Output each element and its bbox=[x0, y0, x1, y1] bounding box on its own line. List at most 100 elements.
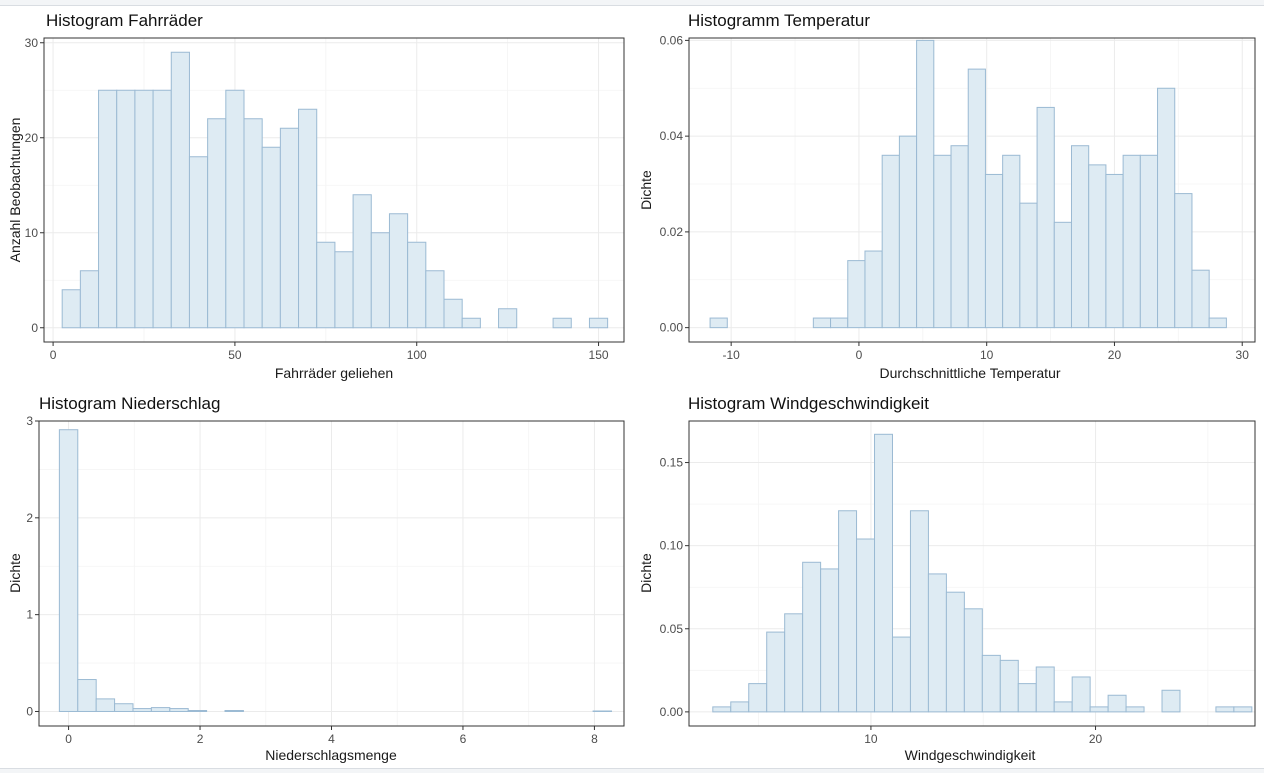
histogram-bar bbox=[317, 242, 335, 328]
histogram-bar bbox=[1072, 677, 1090, 712]
x-tick-label: 100 bbox=[407, 348, 427, 362]
histogram-bar bbox=[353, 195, 371, 328]
panel-title: Histogram Windgeschwindigkeit bbox=[688, 394, 929, 413]
histogram-bar bbox=[882, 155, 899, 327]
y-tick-label: 0.04 bbox=[660, 129, 684, 143]
histogram-bar bbox=[408, 242, 426, 328]
y-tick-label: 0.00 bbox=[660, 321, 684, 335]
histogram-bar bbox=[226, 90, 244, 328]
histogram-bar bbox=[865, 251, 882, 328]
x-tick-label: -10 bbox=[722, 348, 740, 362]
histogram-bar bbox=[153, 90, 171, 328]
histogram-bar bbox=[1175, 194, 1192, 328]
histogram-bar bbox=[1036, 667, 1054, 712]
plot-bars bbox=[62, 52, 607, 328]
panel-title: Histogramm Temperatur bbox=[688, 11, 870, 30]
y-tick-label: 1 bbox=[26, 608, 33, 622]
histogram-bar bbox=[875, 434, 893, 712]
histogram-bar bbox=[151, 708, 169, 712]
histogram-bar bbox=[188, 711, 206, 712]
y-tick-label: 0.06 bbox=[660, 33, 684, 47]
x-tick-label: 8 bbox=[591, 732, 598, 746]
histogram-bar bbox=[78, 680, 96, 712]
x-axis-label: Niederschlagsmenge bbox=[265, 747, 397, 763]
histogram-bar bbox=[99, 90, 117, 328]
histogram-bar bbox=[299, 109, 317, 328]
panel-title: Histogram Fahrräder bbox=[46, 11, 203, 30]
histogram-bar bbox=[499, 309, 517, 328]
histogram-bar bbox=[951, 146, 968, 328]
y-tick-label: 0.02 bbox=[660, 225, 684, 239]
histogram-bar bbox=[553, 318, 571, 328]
y-axis-label: Dichte bbox=[638, 170, 654, 210]
y-axis-label: Dichte bbox=[638, 553, 654, 593]
histogram-bar bbox=[1108, 695, 1126, 712]
histogram-bar bbox=[934, 155, 951, 327]
histogram-bar bbox=[444, 299, 462, 328]
x-tick-label: 6 bbox=[460, 732, 467, 746]
histogram-bar bbox=[928, 574, 946, 712]
y-tick-label: 0.00 bbox=[660, 705, 684, 719]
histogram-bar bbox=[62, 290, 80, 328]
histogram-bar bbox=[839, 511, 857, 712]
y-axis-label: Dichte bbox=[7, 553, 23, 593]
histogram-bar bbox=[80, 271, 98, 328]
histogram-bar bbox=[892, 637, 910, 712]
histogram-bar bbox=[1054, 702, 1072, 712]
histogram-bar bbox=[1071, 146, 1088, 328]
histogram-bar bbox=[225, 711, 243, 712]
histogram-bar bbox=[244, 119, 262, 328]
histogram-bar bbox=[964, 609, 982, 712]
panel-title: Histogram Niederschlag bbox=[39, 394, 220, 413]
histogram-bar bbox=[59, 430, 77, 712]
x-tick-label: 0 bbox=[65, 732, 72, 746]
histogram-bar bbox=[982, 655, 1000, 712]
x-tick-label: 4 bbox=[328, 732, 335, 746]
histogram-bar bbox=[371, 233, 389, 328]
x-tick-label: 0 bbox=[856, 348, 863, 362]
histogram-bar bbox=[170, 709, 188, 712]
y-tick-label: 0.05 bbox=[660, 622, 684, 636]
histogram-bar bbox=[1090, 707, 1108, 712]
histogram-bar bbox=[713, 707, 731, 712]
y-tick-label: 0 bbox=[26, 704, 33, 718]
y-tick-label: 0.10 bbox=[660, 539, 684, 553]
histogram-bar bbox=[767, 632, 785, 712]
histogram-bar bbox=[262, 147, 280, 328]
histogram-bar bbox=[785, 614, 803, 712]
y-tick-label: 0 bbox=[31, 321, 38, 335]
histogram-bar bbox=[1018, 684, 1036, 712]
histogram-bar bbox=[115, 704, 133, 712]
x-tick-label: 10 bbox=[864, 732, 878, 746]
x-tick-label: 30 bbox=[1236, 348, 1250, 362]
y-tick-label: 0.15 bbox=[660, 456, 684, 470]
y-axis-label: Anzahl Beobachtungen bbox=[7, 118, 23, 263]
histogram-bar bbox=[917, 40, 934, 327]
histogram-bar bbox=[749, 684, 767, 712]
histogram-bar bbox=[857, 539, 875, 712]
histogram-bar bbox=[1089, 165, 1106, 328]
histogram-bar bbox=[821, 569, 839, 712]
histogram-bar bbox=[1234, 707, 1252, 712]
window-bottom-strip bbox=[0, 768, 1264, 773]
histogram-bar bbox=[1003, 155, 1020, 327]
histogram-bar bbox=[462, 318, 480, 328]
y-tick-label: 20 bbox=[25, 131, 39, 145]
histogram-bar bbox=[171, 52, 189, 328]
histogram-bar bbox=[135, 90, 153, 328]
plot-grid bbox=[39, 421, 624, 726]
histogram-bar bbox=[710, 318, 727, 328]
y-tick-label: 3 bbox=[26, 414, 33, 428]
histogram-bar bbox=[1126, 707, 1144, 712]
histogram-bar bbox=[1158, 88, 1175, 327]
histogram-bar bbox=[985, 174, 1002, 327]
histogram-bar bbox=[96, 699, 114, 712]
histogram-bar bbox=[1000, 660, 1018, 712]
histogram-bar bbox=[117, 90, 135, 328]
histogram-bar bbox=[831, 318, 848, 328]
